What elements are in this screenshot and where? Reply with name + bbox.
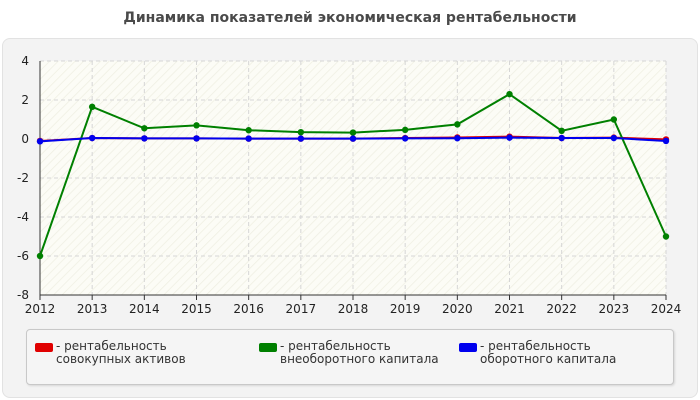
legend-item-total-assets: - рентабельность совокупных активов (35, 340, 240, 366)
x-tick-label: 2024 (651, 302, 682, 316)
series-1-point (245, 127, 252, 134)
series-1-point (401, 126, 409, 134)
series-1-point (506, 90, 513, 98)
x-tick-label: 2015 (181, 302, 212, 316)
x-tick-label: 2013 (77, 302, 108, 316)
series-2-point (558, 134, 565, 142)
legend-label-fixed-capital: - рентабельность внеоборотного капитала (280, 339, 439, 366)
series-2-point (141, 135, 148, 142)
series-2-point (193, 135, 200, 142)
legend-item-fixed-capital: - рентабельность внеоборотного капитала (259, 340, 439, 366)
series-1-point (662, 233, 670, 240)
series-1-point (297, 128, 305, 136)
series-2-point (506, 134, 513, 141)
series-2-point (88, 134, 96, 142)
y-tick-label: -2 (17, 171, 29, 185)
x-tick-label: 2018 (338, 302, 369, 316)
x-tick-label: 2021 (494, 302, 525, 316)
y-tick-label: -8 (17, 288, 29, 302)
y-tick-label: 2 (21, 93, 29, 107)
y-tick-label: 4 (21, 54, 29, 68)
x-tick-label: 2019 (390, 302, 421, 316)
series-1-point (349, 129, 357, 136)
x-tick-label: 2014 (129, 302, 160, 316)
chart-legend: - рентабельность совокупных активов - ре… (26, 329, 674, 385)
series-1-point (454, 121, 461, 128)
series-2-point (297, 135, 305, 142)
x-tick-label: 2012 (25, 302, 56, 316)
legend-swatch-fixed-capital (259, 343, 277, 352)
y-tick-label: 0 (21, 132, 29, 146)
series-2-point (36, 138, 44, 145)
series-1-point (558, 127, 565, 135)
legend-swatch-working-capital (459, 343, 477, 352)
series-1-point (193, 122, 200, 129)
legend-label-working-capital: - рентабельность оборотного капитала (480, 339, 617, 366)
y-tick-label: -6 (17, 249, 29, 263)
legend-item-working-capital: - рентабельность оборотного капитала (459, 340, 664, 366)
series-1-point (141, 125, 148, 132)
series-1-point (610, 116, 618, 123)
legend-label-total-assets: - рентабельность совокупных активов (56, 339, 186, 366)
series-1-point (88, 103, 96, 111)
series-2-point (245, 135, 252, 142)
chart-title: Динамика показателей экономическая рента… (123, 10, 577, 26)
series-1-point (36, 252, 44, 260)
series-2-point (349, 135, 357, 142)
x-tick-label: 2020 (442, 302, 473, 316)
x-tick-label: 2017 (286, 302, 317, 316)
x-tick-label: 2022 (546, 302, 577, 316)
series-2-point (454, 135, 461, 142)
legend-swatch-total-assets (35, 343, 53, 352)
series-2-point (401, 135, 409, 142)
x-tick-label: 2023 (599, 302, 630, 316)
series-2-point (662, 137, 670, 145)
series-2-point (610, 134, 618, 142)
y-tick-label: -4 (17, 210, 29, 224)
x-tick-label: 2016 (233, 302, 264, 316)
